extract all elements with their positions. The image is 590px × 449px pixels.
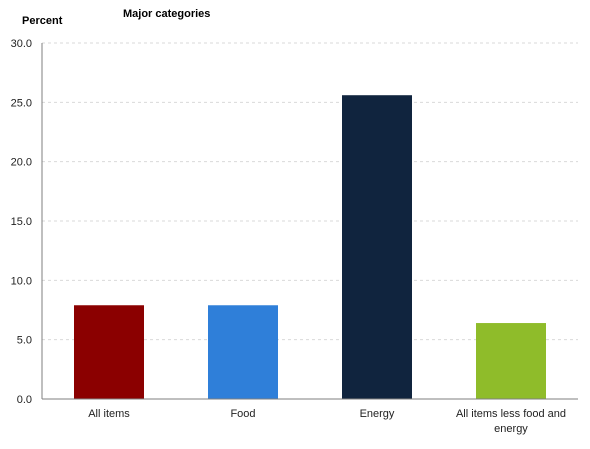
- y-tick-label: 30.0: [11, 38, 32, 50]
- y-tick-label: 25.0: [11, 97, 32, 109]
- x-tick-label: All items: [88, 408, 130, 420]
- x-tick-label: Food: [230, 408, 255, 420]
- y-tick-label: 20.0: [11, 157, 32, 169]
- y-tick-label: 0.0: [17, 394, 32, 406]
- x-tick-label: All items less food and energy: [456, 408, 566, 435]
- bars: [74, 95, 546, 400]
- x-tick-label: Energy: [360, 408, 395, 420]
- y-tick-label: 5.0: [17, 335, 32, 347]
- y-axis-ticks: 0.0 5.0 10.0 15.0 20.0 25.0 30.0: [11, 38, 32, 406]
- chart-title: Major categories: [123, 8, 210, 20]
- y-tick-label: 10.0: [11, 275, 32, 287]
- bar: [342, 95, 412, 400]
- y-tick-label: 15.0: [11, 216, 32, 228]
- bar: [208, 305, 278, 399]
- gridlines: [42, 42, 578, 341]
- x-axis-categories: All items Food Energy All items less food a…: [88, 408, 566, 435]
- bar: [476, 323, 546, 399]
- bar: [74, 305, 144, 399]
- y-axis-label: Percent: [22, 15, 63, 27]
- axes: [41, 43, 578, 400]
